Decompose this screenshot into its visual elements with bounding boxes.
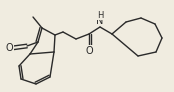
Text: O: O bbox=[85, 46, 93, 56]
Text: H: H bbox=[97, 11, 103, 20]
Text: O: O bbox=[5, 43, 13, 53]
Text: N: N bbox=[96, 16, 104, 26]
